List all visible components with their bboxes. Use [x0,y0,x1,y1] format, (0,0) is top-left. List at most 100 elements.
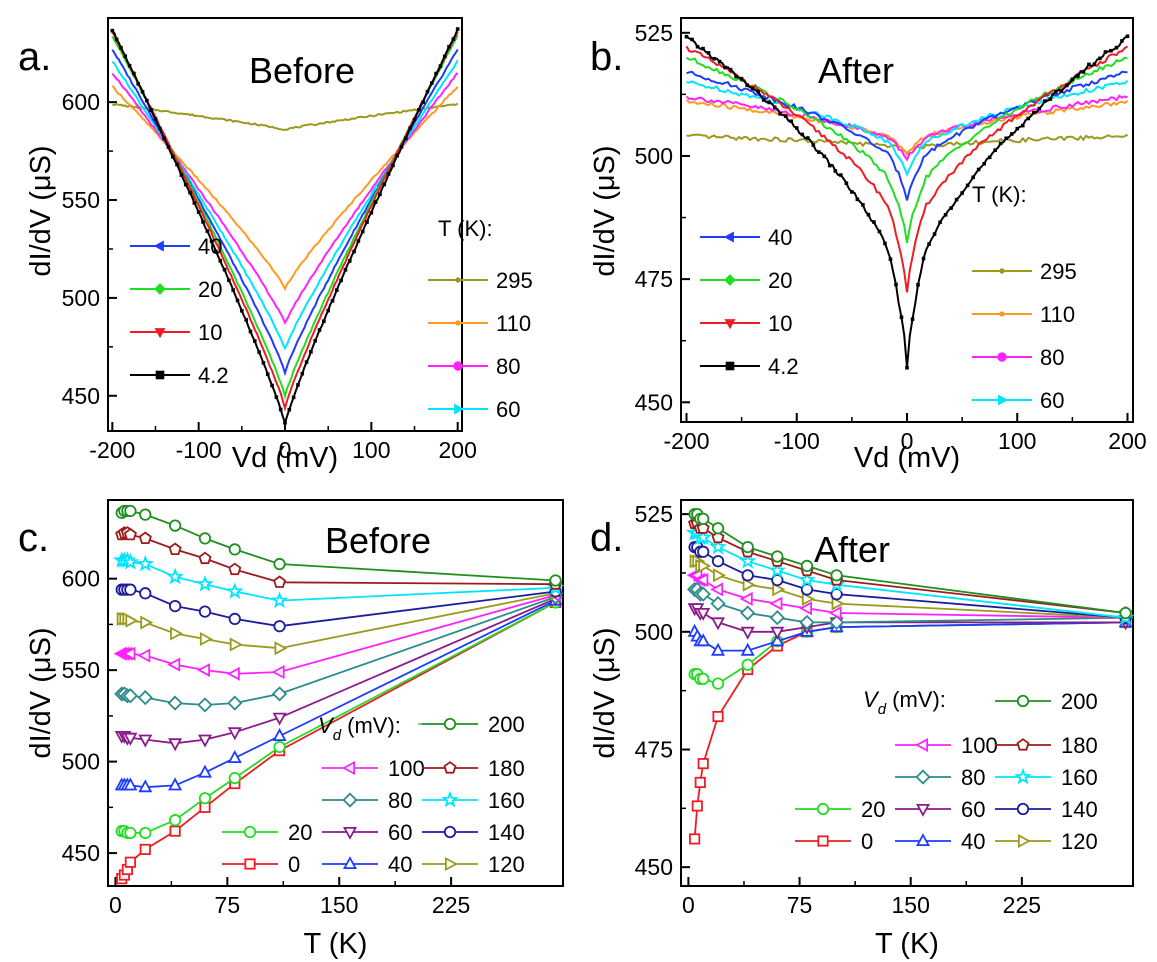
panel-b: -200 -100 0 100 200 450 475 500 525 b. After Vd (mV… [589,17,1147,474]
data-point [198,532,212,545]
legend-entry: 40 [895,829,985,854]
data-point [170,626,184,641]
data-point [265,372,270,377]
data-point [166,567,184,585]
x-tick-label: -200 [89,437,135,463]
data-point [278,407,283,412]
series-line [694,513,1126,614]
legend-marker [1018,833,1031,849]
legend-entry: 60 [428,397,520,422]
legend-header: T (K): [972,182,1027,207]
legend-marker [999,311,1005,317]
series-line [111,85,459,292]
data-point [198,605,212,618]
data-point [365,220,369,224]
data-point [408,126,412,130]
data-point [768,561,787,578]
data-point [352,249,356,254]
data-point [138,779,153,793]
legend-label: 80 [961,765,985,790]
x-tick-label: -200 [663,428,709,454]
data-point [304,360,309,364]
x-tick-label: 150 [892,892,930,918]
series-110 [685,98,1129,157]
data-point [739,76,744,81]
data-point [742,577,756,592]
data-point [273,620,286,633]
data-point [382,182,387,187]
data-point [866,212,871,217]
legend-entry: 20 [130,277,222,302]
data-point [272,728,287,741]
data-point [330,299,335,303]
data-point [162,136,166,141]
data-point [741,658,754,671]
x-tick-label: -100 [176,437,222,463]
data-point [451,37,456,41]
data-point [905,365,909,370]
legend-label: 100 [388,756,425,781]
series-line [693,621,1126,652]
data-point [1054,90,1058,94]
legend-entry: 140 [422,820,525,845]
data-point [684,34,689,39]
legend-entry: 120 [995,829,1098,854]
data-point [771,550,784,563]
data-point [1103,50,1108,54]
data-point [698,558,712,573]
data-point [839,173,843,177]
legend-marker [999,268,1005,274]
x-tick-label: -100 [774,428,820,454]
series-160 [112,551,565,609]
data-point [697,545,710,558]
y-tick-label: 500 [62,749,100,775]
legend-marker [342,792,358,808]
legend-entry: 80 [322,788,412,813]
series-line [694,560,1126,619]
y-axis-label: dI/dV (μS) [589,145,621,276]
data-point [442,54,447,59]
data-point [830,569,843,582]
data-point [123,732,138,746]
data-point [771,573,784,587]
data-point [322,319,326,323]
data-point [122,646,136,661]
data-point [124,856,136,868]
data-point [196,210,201,214]
data-point [343,268,348,272]
data-point [971,175,975,180]
data-point [778,112,783,116]
y-tick-label: 450 [635,854,673,880]
data-point [218,258,223,263]
data-point [198,792,212,805]
data-point [271,664,285,680]
data-point [138,531,152,544]
data-point [1087,62,1091,67]
legend-marker [915,804,931,817]
y-tick-label: 600 [62,566,100,592]
data-point [850,190,854,194]
data-point [273,740,286,754]
data-point [139,508,152,521]
series-200 [115,504,562,587]
legend-marker [154,328,166,339]
legend-marker [723,231,734,243]
legend-marker [915,737,928,753]
data-point [1114,45,1119,50]
data-point [549,574,562,587]
legend-marker [243,825,257,839]
legend-label: 60 [388,820,412,845]
data-point [696,521,710,534]
data-point [227,750,242,763]
legend-header: T (K): [438,216,493,241]
data-point [291,395,296,400]
data-point [228,612,241,626]
series-140 [115,583,562,633]
data-point [196,575,214,592]
series-line [685,45,1129,293]
data-point [1092,62,1097,66]
panel-title: Before [325,520,431,561]
data-point [855,197,860,202]
legend-entry: 160 [422,788,525,813]
legend-marker [443,761,457,774]
